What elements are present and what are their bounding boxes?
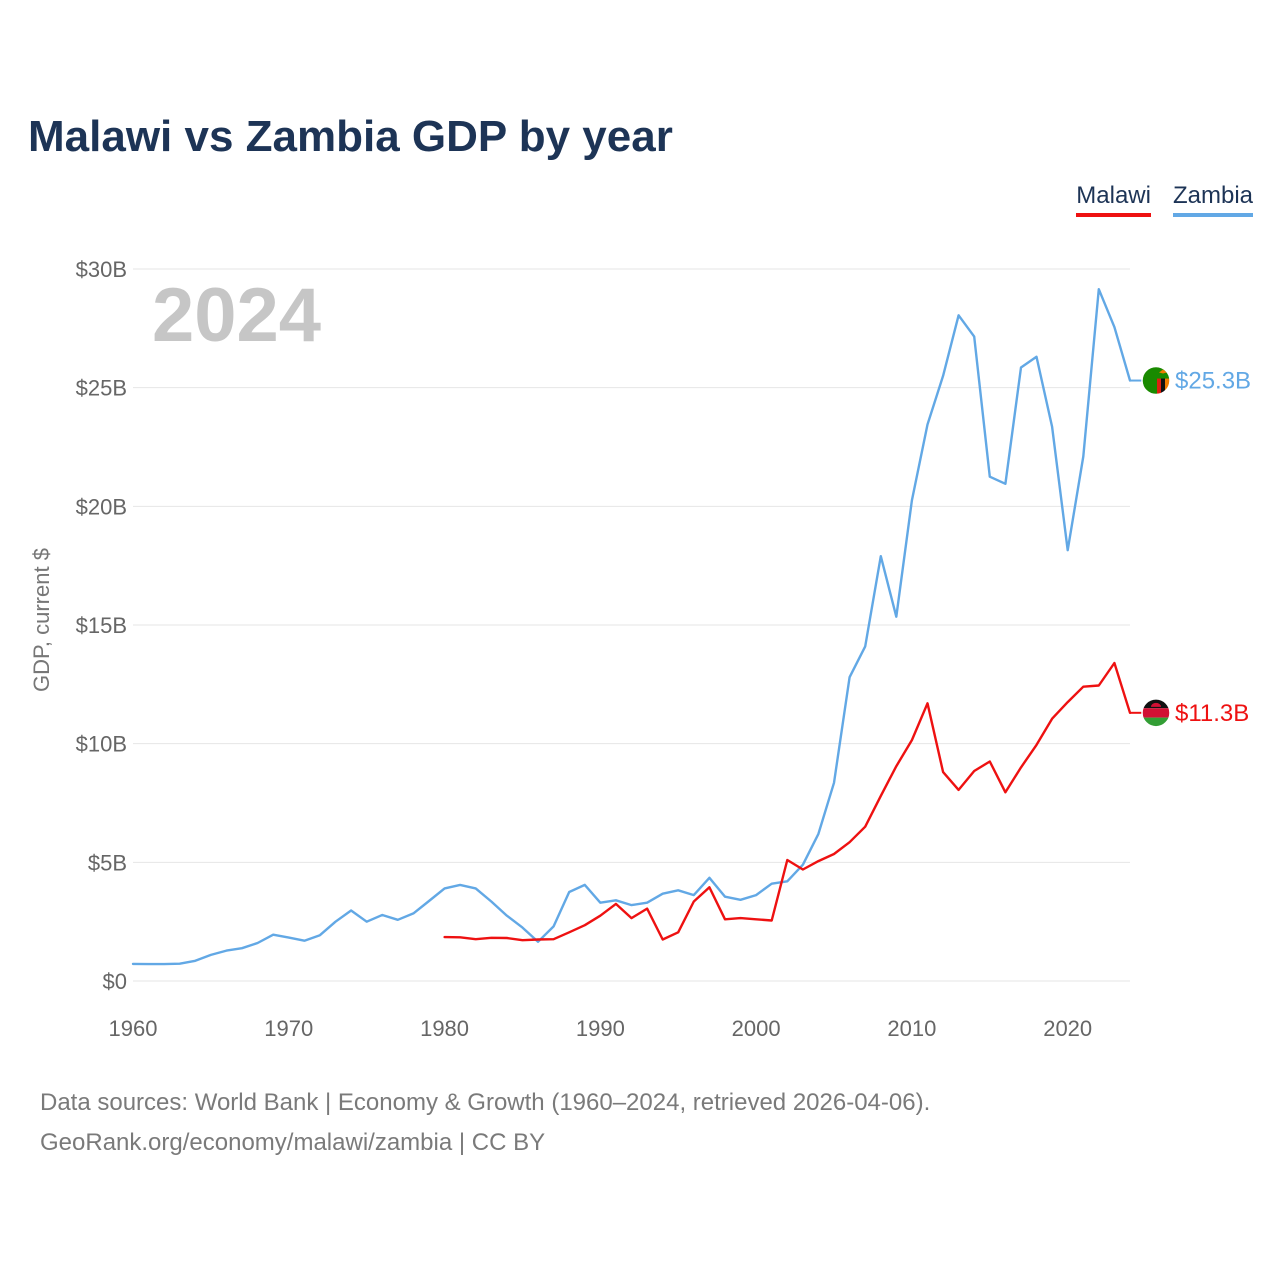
x-tick-label: 2020 [1043,1016,1092,1041]
y-tick-label: $10B [76,732,127,757]
year-overlay: 2024 [152,273,322,358]
x-tick-label: 1980 [420,1016,469,1041]
x-tick-label: 1960 [109,1016,158,1041]
end-value-label-malawi: $11.3B [1175,700,1249,727]
legend: Malawi Zambia [1076,182,1253,217]
footer: Data sources: World Bank | Economy & Gro… [40,1083,930,1163]
chart-title: Malawi vs Zambia GDP by year [28,112,673,161]
y-tick-label: $0 [103,969,127,994]
malawi-flag-icon [1141,698,1171,728]
x-tick-label: 2000 [732,1016,781,1041]
series-line-malawi [443,661,1132,942]
y-tick-label: $20B [76,494,127,519]
y-tick-label: $15B [76,613,127,638]
x-tick-label: 1990 [576,1016,625,1041]
x-tick-label: 2010 [887,1016,936,1041]
y-tick-label: $5B [88,850,127,875]
footer-credit: GeoRank.org/economy/malawi/zambia | CC B… [40,1129,546,1156]
footer-sources: Data sources: World Bank | Economy & Gro… [40,1089,931,1116]
zambia-flag-icon [1141,365,1171,396]
series-line-zambia [131,288,1132,966]
y-tick-label: $25B [76,376,127,401]
end-value-label-zambia: $25.3B [1175,368,1251,395]
legend-item-zambia[interactable]: Zambia [1172,182,1253,217]
y-tick-label: $30B [76,257,127,282]
legend-item-malawi[interactable]: Malawi [1076,182,1151,217]
x-tick-label: 1970 [264,1016,313,1041]
